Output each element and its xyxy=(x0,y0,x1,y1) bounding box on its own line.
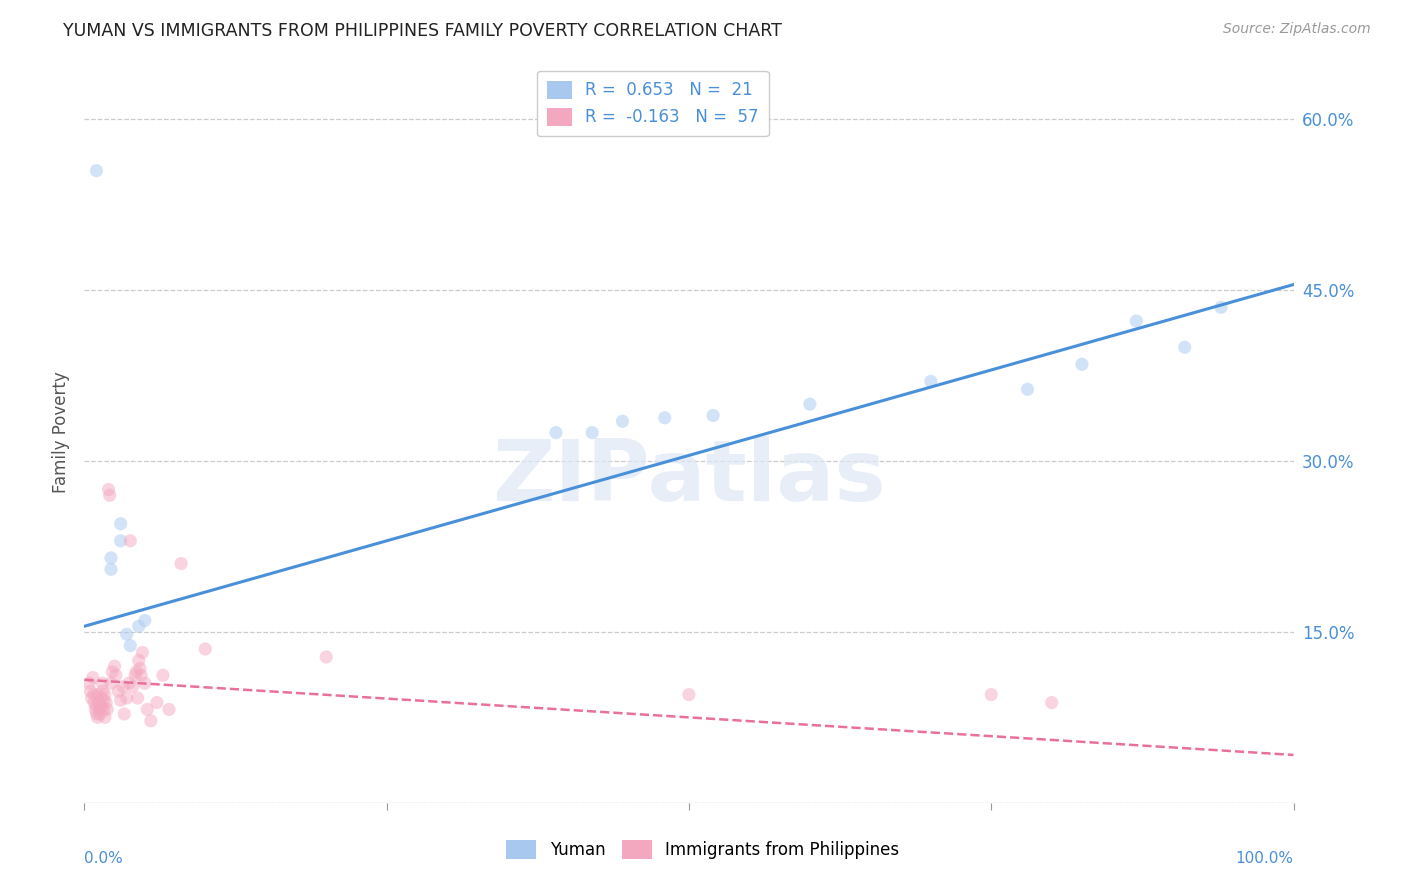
Point xyxy=(125,665,148,679)
Text: 100.0%: 100.0% xyxy=(1236,851,1294,866)
Point xyxy=(194,642,217,657)
Point xyxy=(90,698,112,713)
Point xyxy=(702,409,724,423)
Legend: Yuman, Immigrants from Philippines: Yuman, Immigrants from Philippines xyxy=(499,834,907,866)
Point xyxy=(94,696,117,710)
Point xyxy=(100,562,122,576)
Point xyxy=(100,676,122,690)
Point xyxy=(146,696,169,710)
Text: YUMAN VS IMMIGRANTS FROM PHILIPPINES FAMILY POVERTY CORRELATION CHART: YUMAN VS IMMIGRANTS FROM PHILIPPINES FAM… xyxy=(63,22,782,40)
Point xyxy=(101,665,124,679)
Y-axis label: Family Poverty: Family Poverty xyxy=(52,372,70,493)
Point xyxy=(127,691,149,706)
Point xyxy=(112,706,135,721)
Point xyxy=(678,688,700,702)
Point xyxy=(87,696,110,710)
Point xyxy=(121,680,143,694)
Point xyxy=(83,688,105,702)
Point xyxy=(94,710,117,724)
Point xyxy=(115,691,138,706)
Point xyxy=(612,414,634,428)
Point xyxy=(1017,382,1039,396)
Legend: R =  0.653   N =  21, R =  -0.163   N =  57: R = 0.653 N = 21, R = -0.163 N = 57 xyxy=(537,70,769,136)
Point xyxy=(134,676,156,690)
Point xyxy=(152,668,174,682)
Point xyxy=(1040,696,1063,710)
Point xyxy=(98,488,121,502)
Point xyxy=(110,516,132,531)
Point xyxy=(82,671,104,685)
Point xyxy=(157,702,180,716)
Point xyxy=(97,483,120,497)
Text: ZIPatlas: ZIPatlas xyxy=(492,435,886,518)
Point xyxy=(79,684,101,698)
Point xyxy=(77,676,100,690)
Point xyxy=(83,696,105,710)
Point xyxy=(120,639,142,653)
Point xyxy=(170,557,193,571)
Point xyxy=(94,688,117,702)
Point xyxy=(93,693,115,707)
Point xyxy=(128,619,150,633)
Point xyxy=(115,627,138,641)
Point xyxy=(1125,314,1147,328)
Point xyxy=(139,714,162,728)
Point xyxy=(86,163,108,178)
Point xyxy=(1174,340,1197,354)
Point xyxy=(104,659,127,673)
Text: Source: ZipAtlas.com: Source: ZipAtlas.com xyxy=(1223,22,1371,37)
Point xyxy=(86,688,108,702)
Point xyxy=(84,702,107,716)
Point xyxy=(110,533,132,548)
Point xyxy=(134,614,156,628)
Point xyxy=(80,691,103,706)
Point xyxy=(581,425,603,440)
Point xyxy=(118,676,141,690)
Point xyxy=(128,653,150,667)
Point xyxy=(91,684,114,698)
Point xyxy=(86,706,108,721)
Point xyxy=(129,661,152,675)
Point xyxy=(86,710,108,724)
Point xyxy=(136,702,159,716)
Point xyxy=(120,533,142,548)
Point xyxy=(920,375,942,389)
Point xyxy=(91,676,114,690)
Point xyxy=(96,702,118,716)
Point xyxy=(544,425,567,440)
Point xyxy=(110,693,132,707)
Point xyxy=(104,668,127,682)
Point xyxy=(89,706,111,721)
Point xyxy=(799,397,821,411)
Point xyxy=(980,688,1002,702)
Point xyxy=(89,702,111,716)
Point xyxy=(654,410,676,425)
Point xyxy=(86,698,108,713)
Text: 0.0%: 0.0% xyxy=(84,851,124,866)
Point xyxy=(100,550,122,565)
Point xyxy=(315,650,337,665)
Point xyxy=(112,680,135,694)
Point xyxy=(90,691,112,706)
Point xyxy=(131,645,153,659)
Point xyxy=(1209,301,1232,315)
Point xyxy=(93,702,115,716)
Point xyxy=(107,684,129,698)
Point xyxy=(124,668,146,682)
Point xyxy=(1071,357,1094,371)
Point xyxy=(129,668,152,682)
